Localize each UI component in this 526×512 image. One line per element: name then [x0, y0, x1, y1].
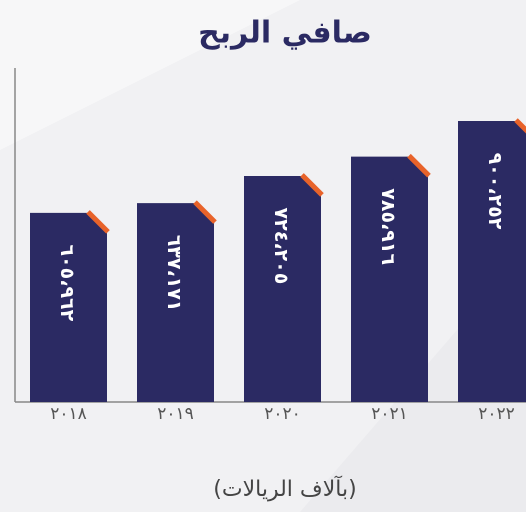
value-label: ٦٠٥،٩٦٢: [56, 244, 78, 321]
x-tick-label: ٢٠١٩: [157, 404, 194, 424]
background-shape: [0, 0, 300, 150]
bar: [244, 175, 321, 402]
bar-accent: [300, 173, 324, 197]
bar: [137, 203, 214, 402]
bar: [458, 120, 526, 402]
chart-title: صافي الربح: [198, 16, 372, 51]
bar-accent: [193, 200, 217, 224]
x-tick-label: ٢٠٢٢: [478, 404, 515, 424]
bar: [351, 156, 428, 402]
chart-subtitle: (بآلاف الريالات): [213, 475, 356, 502]
bar-accent: [514, 118, 526, 134]
value-label: ٧٨٥،٩١٦: [377, 188, 399, 265]
value-label: ٦٣٧،١٧١: [163, 235, 185, 312]
bar-accent: [86, 210, 110, 234]
value-label: ٩٠٠،٢٥٢: [484, 153, 506, 230]
value-label: ٧٢٤،٢٠٥: [270, 208, 292, 285]
bar: [30, 212, 107, 402]
x-tick-label: ٢٠٢٠: [264, 404, 301, 424]
x-tick-label: ٢٠٢١: [371, 404, 408, 424]
x-tick-label: ٢٠١٨: [50, 404, 87, 424]
bar-accent: [407, 153, 431, 178]
